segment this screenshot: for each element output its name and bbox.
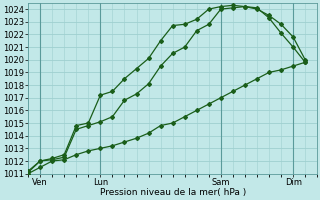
X-axis label: Pression niveau de la mer( hPa ): Pression niveau de la mer( hPa ) xyxy=(100,188,246,197)
